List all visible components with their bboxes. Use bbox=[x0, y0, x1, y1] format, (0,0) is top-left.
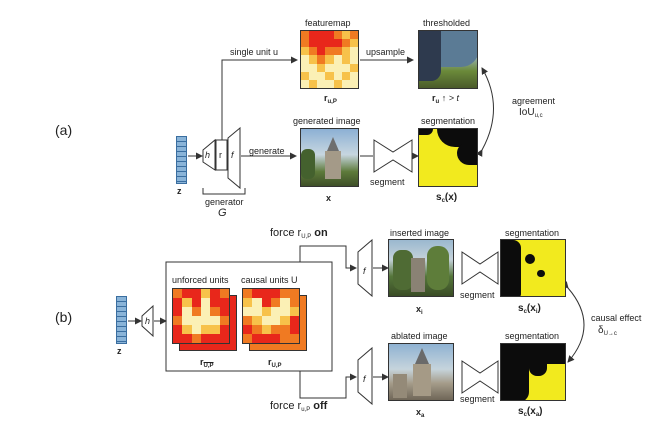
sc-xa-label: sc(xa) bbox=[518, 406, 543, 419]
thresholded-title: thresholded bbox=[423, 18, 471, 28]
r-unforced-label: rU,P bbox=[200, 357, 214, 369]
causal-units-heatmap bbox=[242, 288, 300, 344]
generator-label: generator bbox=[205, 197, 244, 207]
h-label-b: h bbox=[145, 316, 151, 326]
xa-label: xa bbox=[416, 407, 425, 419]
xi-label: xi bbox=[416, 304, 423, 316]
force-off-label: force ru,P off bbox=[270, 400, 328, 414]
latent-z-vector-a bbox=[176, 136, 187, 184]
featuremap-heatmap bbox=[300, 30, 359, 89]
generator-G-label: G bbox=[218, 207, 227, 219]
z-label-b: z bbox=[117, 346, 122, 356]
generate-label: generate bbox=[249, 146, 285, 156]
sc-x-label-a: sc(x) bbox=[436, 192, 458, 205]
segmentation-title-a: segmentation bbox=[421, 116, 476, 126]
panel-label-a: (a) bbox=[55, 122, 73, 138]
causal-effect-label: causal effect bbox=[591, 313, 642, 323]
layer-f-shape-bottom bbox=[357, 346, 373, 406]
unforced-units-label: unforced units bbox=[172, 275, 229, 285]
single-unit-label: single unit u bbox=[230, 47, 279, 57]
generated-image-church bbox=[300, 128, 359, 187]
segmentation-mask-inserted bbox=[500, 239, 566, 297]
f-label-a: f bbox=[231, 150, 234, 160]
force-on-label: force rU,P on bbox=[270, 227, 328, 241]
h-label-a: h bbox=[205, 150, 211, 160]
segment-label-a: segment bbox=[370, 177, 405, 187]
upsample-label: upsample bbox=[366, 47, 406, 57]
causal-units-label: causal units U bbox=[241, 275, 298, 285]
segmentation-mask-ablated bbox=[500, 343, 566, 401]
sc-xi-label: sc(xi) bbox=[518, 303, 541, 316]
ablated-image-title: ablated image bbox=[391, 331, 448, 341]
generated-image-title: generated image bbox=[293, 116, 361, 126]
thresholded-image bbox=[418, 30, 478, 89]
inserted-image-title: inserted image bbox=[390, 228, 450, 238]
arrow-single-unit bbox=[221, 56, 298, 140]
layer-h-shape-b bbox=[141, 304, 154, 338]
featuremap-title: featuremap bbox=[305, 18, 351, 28]
segmentation-title-b-bottom: segmentation bbox=[505, 331, 560, 341]
panel-label-b: (b) bbox=[55, 309, 73, 325]
z-label-a: z bbox=[177, 186, 182, 196]
threshold-condition: ru ↑ > t bbox=[432, 93, 459, 105]
segmentation-title-b-top: segmentation bbox=[505, 228, 560, 238]
r-causal-label: rU,P bbox=[268, 357, 282, 369]
agreement-label: agreement bbox=[512, 96, 556, 106]
arrow-agreement bbox=[476, 67, 494, 157]
layer-h-shape bbox=[202, 138, 216, 171]
r-layer-label-a: r bbox=[219, 150, 222, 160]
f-label-b-bottom: f bbox=[363, 374, 366, 384]
segment-shape-a bbox=[373, 139, 413, 173]
segment-label-b-bottom: segment bbox=[460, 394, 495, 404]
featuremap-r-label: ru,P bbox=[324, 93, 337, 105]
x-label-a: x bbox=[326, 193, 332, 203]
layer-f-shape bbox=[227, 126, 241, 190]
segment-label-b-top: segment bbox=[460, 290, 495, 300]
inserted-image bbox=[388, 239, 454, 297]
segment-shape-b-bottom bbox=[461, 360, 499, 394]
segment-shape-b-top bbox=[461, 251, 499, 285]
latent-z-vector-b bbox=[116, 296, 127, 344]
arrow-causal-effect bbox=[561, 281, 585, 363]
f-label-b-top: f bbox=[363, 266, 366, 276]
ablated-image bbox=[388, 343, 454, 401]
iou-label: IoUu,c bbox=[519, 107, 543, 120]
layer-f-shape-top bbox=[357, 238, 373, 298]
generator-bracket bbox=[202, 188, 246, 195]
units-box bbox=[165, 261, 333, 372]
unforced-units-heatmap bbox=[172, 288, 230, 344]
segmentation-mask-a bbox=[418, 128, 478, 187]
delta-label: δU→c bbox=[598, 325, 617, 338]
